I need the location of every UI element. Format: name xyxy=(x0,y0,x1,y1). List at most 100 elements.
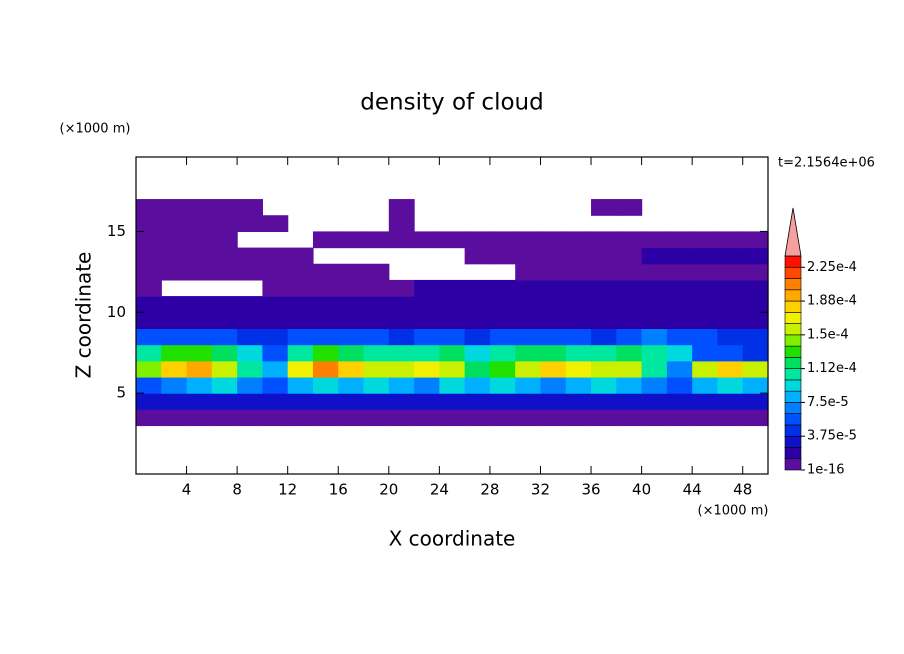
contour-cell xyxy=(464,296,491,313)
contour-cell xyxy=(515,360,542,378)
contour-cell xyxy=(363,231,390,249)
contour-cell xyxy=(262,393,289,410)
contour-cell xyxy=(186,296,213,313)
contour-cell xyxy=(388,312,415,330)
y-tick-label: 15 xyxy=(107,222,126,240)
contour-cell xyxy=(136,344,162,362)
colorbar-tick-label: 2.25e-4 xyxy=(807,260,857,275)
contour-cell xyxy=(717,376,744,394)
contour-cell xyxy=(641,279,668,297)
contour-cell xyxy=(641,393,668,410)
contour-cell xyxy=(363,376,390,394)
contour-cell xyxy=(136,296,162,313)
contour-cell xyxy=(616,247,643,265)
contour-cell xyxy=(161,312,188,330)
contour-cell xyxy=(742,344,769,362)
colorbar-band xyxy=(784,379,802,392)
contour-cell xyxy=(186,393,213,410)
contour-cell xyxy=(439,231,466,249)
contour-cell xyxy=(161,199,188,216)
contour-cell xyxy=(489,393,516,410)
contour-cell xyxy=(742,360,769,378)
contour-cell xyxy=(186,247,213,265)
contour-cell xyxy=(742,296,769,313)
contour-cell xyxy=(161,409,188,427)
colorbar-band xyxy=(784,435,802,448)
contour-cell xyxy=(363,409,390,427)
contour-cell xyxy=(388,360,415,378)
contour-cell xyxy=(161,231,188,249)
contour-cell xyxy=(414,279,440,297)
colorbar-band xyxy=(784,289,802,302)
contour-cell xyxy=(540,279,567,297)
contour-cell xyxy=(312,393,339,410)
contour-cell xyxy=(591,199,617,216)
contour-cell xyxy=(515,296,542,313)
contour-cell xyxy=(161,215,188,232)
contour-cell xyxy=(186,360,213,378)
contour-cell xyxy=(237,344,263,362)
contour-cell xyxy=(287,409,314,427)
contour-cell xyxy=(489,247,516,265)
contour-cell xyxy=(515,279,542,297)
contour-cell xyxy=(565,247,592,265)
colorbar-tick-label: 1.88e-4 xyxy=(807,294,857,309)
contour-cell xyxy=(591,344,617,362)
contour-cell xyxy=(692,409,719,427)
contour-cell xyxy=(717,360,744,378)
contour-cell xyxy=(186,231,213,249)
contour-cell xyxy=(565,231,592,249)
contour-cell xyxy=(692,344,719,362)
contour-cell xyxy=(692,263,719,281)
contour-cell xyxy=(717,263,744,281)
contour-cell xyxy=(717,247,744,265)
colorbar-band xyxy=(784,357,802,369)
contour-cell xyxy=(262,409,289,427)
colorbar-tick-label: 7.5e-5 xyxy=(807,395,849,410)
x-unit: (×1000 m) xyxy=(698,504,769,519)
contour-cell xyxy=(464,279,491,297)
contour-cell xyxy=(464,409,491,427)
y-axis-label: Z coordinate xyxy=(72,252,96,379)
contour-cell xyxy=(742,312,769,330)
contour-cell xyxy=(742,409,769,427)
contour-cell xyxy=(211,296,238,313)
contour-cell xyxy=(464,312,491,330)
contour-cell xyxy=(237,328,263,346)
contour-cell xyxy=(439,344,466,362)
colorbar-band xyxy=(784,413,802,426)
contour-cell xyxy=(439,393,466,410)
contour-cell xyxy=(388,296,415,313)
contour-cell xyxy=(717,393,744,410)
colorbar-band xyxy=(784,390,802,403)
contour-cell xyxy=(262,215,289,232)
contour-cell xyxy=(742,328,769,346)
contour-cell xyxy=(489,231,516,249)
colorbar-tick-label: 3.75e-5 xyxy=(807,429,857,444)
x-tick-label: 4 xyxy=(182,481,192,499)
contour-cell xyxy=(616,376,643,394)
contour-cell xyxy=(666,296,693,313)
contour-cell xyxy=(363,328,390,346)
contour-cell xyxy=(237,296,263,313)
contour-cell xyxy=(161,393,188,410)
contour-cell xyxy=(388,393,415,410)
contour-cell xyxy=(287,263,314,281)
contour-cell xyxy=(565,393,592,410)
y-unit: (×1000 m) xyxy=(60,122,131,137)
contour-cell xyxy=(136,279,162,297)
contour-cell xyxy=(262,328,289,346)
contour-cell xyxy=(287,279,314,297)
contour-cell xyxy=(692,296,719,313)
contour-cell xyxy=(237,199,263,216)
x-tick-label: 12 xyxy=(278,481,297,499)
contour-cell xyxy=(363,393,390,410)
colorbar-band xyxy=(784,402,802,414)
contour-cell xyxy=(540,328,567,346)
contour-cell xyxy=(717,231,744,249)
contour-cell xyxy=(616,393,643,410)
contour-cell xyxy=(388,376,415,394)
contour-cell xyxy=(565,360,592,378)
contour-cell xyxy=(237,312,263,330)
contour-cell xyxy=(211,263,238,281)
